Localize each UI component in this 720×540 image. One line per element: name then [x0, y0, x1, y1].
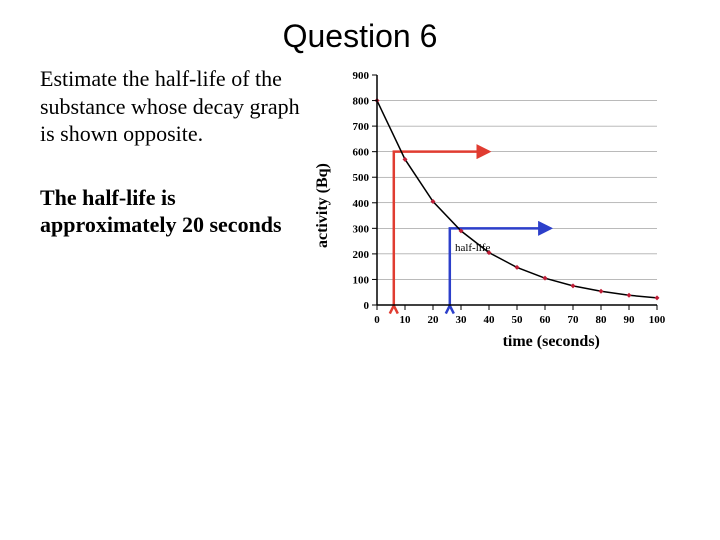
svg-text:700: 700 [352, 121, 369, 133]
svg-text:90: 90 [623, 314, 635, 326]
halflife-annotation: half-life [455, 242, 490, 254]
svg-text:10: 10 [399, 314, 411, 326]
svg-text:30: 30 [455, 314, 467, 326]
svg-text:100: 100 [648, 314, 665, 326]
y-axis-label: activity (Bq) [314, 163, 332, 248]
svg-text:500: 500 [352, 172, 369, 184]
svg-text:60: 60 [539, 314, 551, 326]
svg-text:200: 200 [352, 249, 369, 261]
svg-text:0: 0 [374, 314, 380, 326]
svg-text:800: 800 [352, 96, 369, 108]
svg-text:70: 70 [567, 314, 579, 326]
answer-text: The half-life is approximately 20 second… [40, 184, 302, 239]
question-text: Estimate the half-life of the substance … [40, 65, 302, 148]
svg-text:0: 0 [363, 300, 369, 312]
svg-text:40: 40 [483, 314, 495, 326]
svg-text:100: 100 [352, 274, 369, 286]
svg-text:20: 20 [427, 314, 439, 326]
chart-svg: 0 10 20 30 40 50 60 70 80 90 100 0 100 200 300 400 500 60… [322, 65, 672, 340]
text-column: Estimate the half-life of the substance … [40, 65, 322, 340]
svg-text:300: 300 [352, 223, 369, 235]
page-title: Question 6 [0, 0, 720, 65]
svg-text:900: 900 [352, 70, 369, 82]
svg-text:600: 600 [352, 147, 369, 159]
decay-chart: 0 10 20 30 40 50 60 70 80 90 100 0 100 200 300 400 500 60… [322, 65, 680, 340]
svg-text:80: 80 [595, 314, 607, 326]
svg-text:50: 50 [511, 314, 523, 326]
x-axis-label: time (seconds) [503, 333, 600, 351]
svg-text:400: 400 [352, 198, 369, 210]
content-row: Estimate the half-life of the substance … [0, 65, 720, 340]
